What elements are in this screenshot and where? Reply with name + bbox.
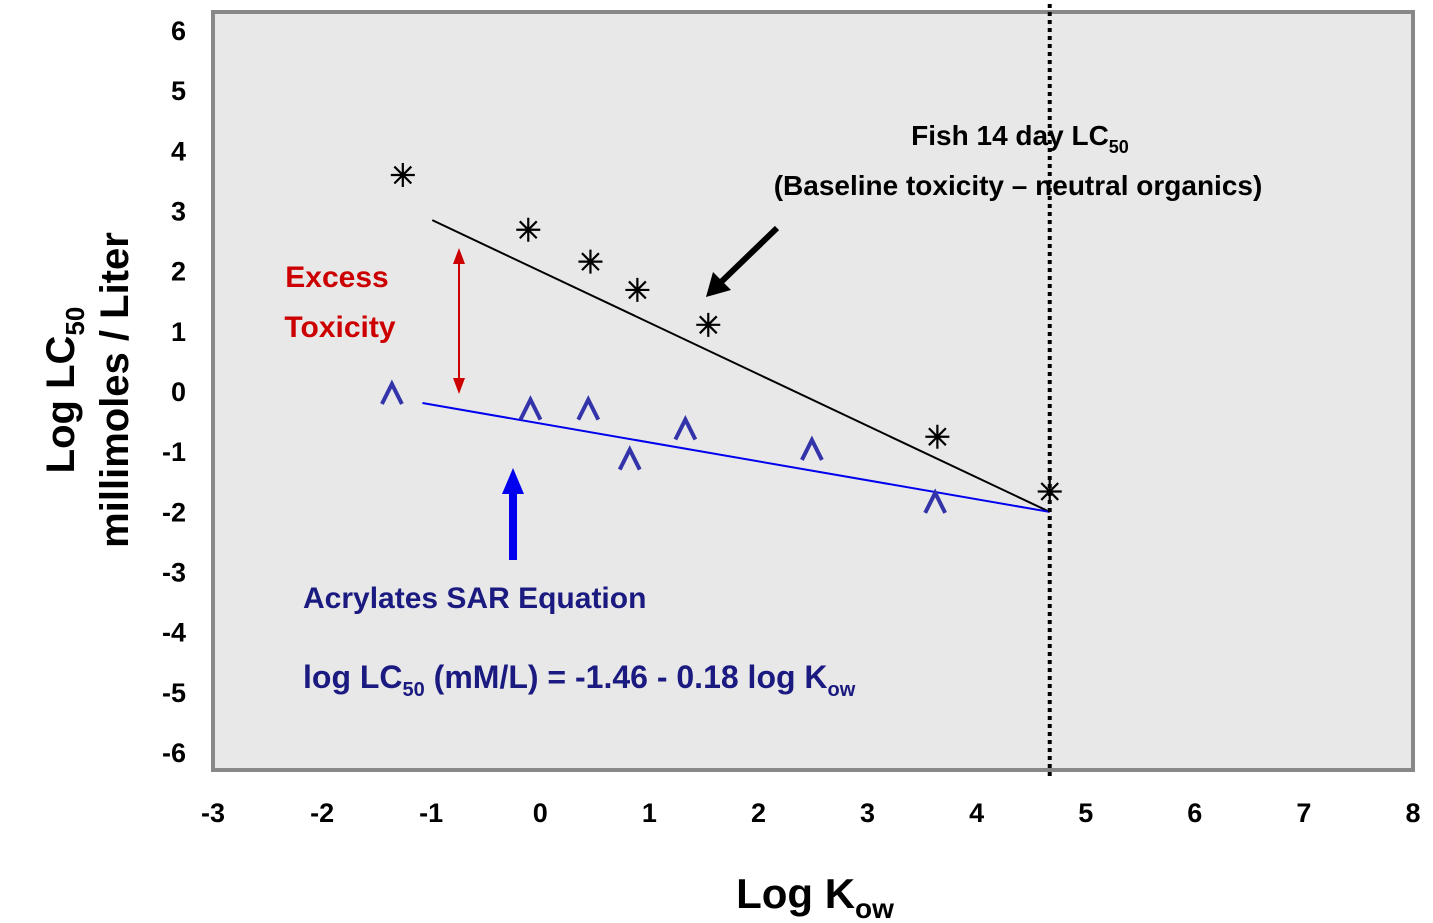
fish-arrow [706,225,780,297]
point [696,312,721,337]
excess-arrow [453,248,465,394]
marks [380,163,1062,514]
y-tick-label: -1 [162,437,186,467]
point [617,445,642,471]
y-label-sub: 50 [60,307,90,336]
y-label-text: Log LC [39,336,83,474]
sar-arrow [502,468,524,560]
point [925,424,950,449]
annotation: (Baseline toxicity – neutral organics) [774,170,1263,201]
fit-line [431,219,1051,513]
y-tick-label: 6 [171,16,186,46]
equation-sub: 50 [403,679,425,701]
y-tick-label: -4 [162,618,186,648]
y-label: Log LC50 [39,307,90,474]
x-tick-label: 8 [1405,798,1420,828]
point [516,217,541,242]
x-tick-label: -3 [201,798,225,828]
annotation-sub: 50 [1109,137,1129,157]
x-tick-label: 6 [1187,798,1202,828]
x-tick-label: 5 [1078,798,1093,828]
y-tick-label: -6 [162,738,186,768]
equation-sub: ow [828,679,856,701]
y-tick-label: 5 [171,76,186,106]
point [380,379,404,405]
y-tick-label: -5 [162,678,186,708]
point [576,395,601,421]
annotation: Fish 14 day LC50 [911,120,1129,157]
x-tick-label: 0 [533,798,548,828]
annotation: Excess [285,261,388,294]
y-tick-label: -2 [162,497,186,527]
point [800,435,824,461]
plot-area [211,10,1415,772]
point [1037,479,1062,504]
y-tick-label: 1 [171,317,186,347]
y-tick-label: 4 [171,136,186,166]
point [673,415,698,441]
y-tick-label: -3 [162,557,186,587]
equation-text: (mM/L) = -1.46 - 0.18 log K [425,659,828,695]
point [578,249,603,274]
x-tick-label: 2 [751,798,766,828]
equation: log LC50 (mM/L) = -1.46 - 0.18 log Kow [303,659,856,701]
x-label-text: Log K [736,870,855,917]
y-label2: millimoles / Liter [93,232,137,548]
x-tick-label: -1 [419,798,443,828]
equation-text: log LC [303,659,403,695]
y-tick-label: 2 [171,257,186,287]
annotation-text: Fish 14 day LC [911,120,1109,151]
y-tick-label: 3 [171,197,186,227]
point [625,277,650,302]
x-label: Log Kow [736,870,894,923]
point [390,163,415,188]
annotation: Toxicity [284,311,395,344]
x-label-sub: ow [855,893,894,923]
x-tick-label: 7 [1296,798,1311,828]
x-tick-label: -2 [310,798,334,828]
point [923,488,947,514]
y-tick-label: 0 [171,377,186,407]
x-tick-label: 4 [969,798,984,828]
y-axis-title: Log LC50 millimoles / Liter [39,232,137,548]
x-tick-label: 1 [642,798,657,828]
annotation: Acrylates SAR Equation [303,582,646,615]
x-tick-label: 3 [860,798,875,828]
point [518,395,543,421]
fit-line [422,402,1050,513]
